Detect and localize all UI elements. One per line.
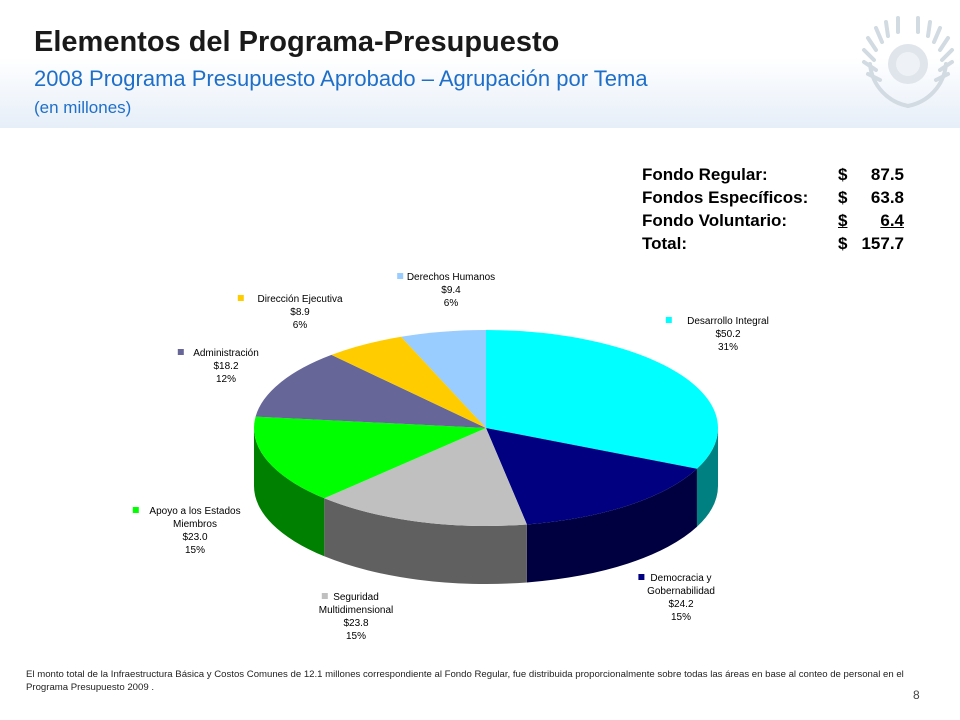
slice-label-percent: 12% [216,374,236,385]
slice-label-name: Miembros [173,519,217,530]
page-subtitle: 2008 Programa Presupuesto Aprobado – Agr… [34,66,648,91]
slice-label-percent: 15% [185,545,205,556]
units-note: (en millones) [34,98,132,117]
slice-label-value: $23.8 [343,618,368,629]
slice-label-name: Desarrollo Integral [687,316,769,327]
slice-label-name: Multidimensional [319,605,393,616]
fund-currency: $ [838,188,848,207]
slice-label-percent: 15% [671,612,691,623]
fund-amount: 87.5 [870,165,904,184]
slice-label-value: $23.0 [182,532,207,543]
pie-slice-side-3 [254,428,325,557]
slice-label-value: $24.2 [668,599,693,610]
fund-label: Fondo Regular: [642,165,768,184]
slice-label-percent: 31% [718,342,738,353]
slice-label-key-1 [638,574,645,580]
fund-amount: 157.7 [861,234,904,253]
pie-slice-side-2 [324,498,527,584]
fund-label: Total: [642,234,688,253]
slice-label-name: Administración [193,348,259,359]
slice-label-key-3 [132,507,139,513]
pie-slice-5 [331,336,486,428]
pie-slice-4 [255,354,486,428]
slice-label-5: Dirección Ejecutiva $8.9 6% [237,294,343,331]
slice-label-value: $9.4 [441,285,461,296]
slice-label-name: Dirección Ejecutiva [257,294,342,305]
pie-slice-0 [486,330,718,469]
fund-row-specific: Fondos Específicos: $ 63.8 [642,188,906,211]
fund-row-regular: Fondo Regular: $ 87.5 [642,165,906,188]
slice-label-value: $18.2 [213,361,238,372]
slice-label-percent: 6% [293,320,308,331]
slice-label-percent: 6% [444,298,459,309]
pie-slice-side-1 [526,468,697,583]
slice-label-value: $8.9 [290,307,310,318]
header-band [0,0,960,128]
pie-slice-side-0 [696,428,718,527]
pie-slice-6 [401,330,486,428]
slice-label-key-2 [321,593,328,599]
slice-label-key-6 [397,273,404,279]
slice-label-0: Desarrollo Integral $50.2 31% [665,316,769,353]
slice-label-name: Apoyo a los Estados [149,506,240,517]
slice-label-4: Administración $18.2 12% [177,348,259,385]
fund-label: Fondo Voluntario: [642,211,788,230]
pie-slice-1 [486,428,697,525]
slice-label-2: Seguridad Multidimensional $23.8 15% [319,592,393,642]
slice-label-1: Democracia y Gobernabilidad $24.2 15% [638,573,715,623]
fund-currency: $ [838,234,848,253]
pie-slice-3 [254,416,486,499]
page-number: 8 [913,688,920,702]
slice-label-name: Derechos Humanos [407,272,495,283]
page-title: Elementos del Programa-Presupuesto [34,26,560,58]
slice-label-name: Seguridad [333,592,379,603]
fund-label: Fondos Específicos: [642,188,809,207]
slice-label-value: $50.2 [715,329,740,340]
slice-label-6: Derechos Humanos $9.4 6% [397,272,495,309]
oas-emblem-icon [862,16,954,108]
slice-label-key-0 [665,317,672,323]
fund-amount: 63.8 [870,188,904,207]
slice-label-key-4 [177,349,184,355]
pie-slice-2 [324,428,527,526]
slice-label-name: Gobernabilidad [647,586,715,597]
fund-currency: $ [838,165,848,184]
fund-row-total: Total: $ 157.7 [642,234,906,257]
fund-currency: $ [838,211,848,230]
fund-summary-table: Fondo Regular: $ 87.5 Fondos Específicos… [642,165,906,257]
slice-label-name: Democracia y [650,573,711,584]
fund-row-voluntary: Fondo Voluntario: $ 6.4 [642,211,906,234]
slice-label-key-5 [237,295,244,301]
footnote: El monto total de la Infraestructura Bás… [26,669,904,693]
slice-label-3: Apoyo a los Estados Miembros $23.0 15% [132,506,241,556]
fund-amount: 6.4 [880,211,904,230]
slice-label-percent: 15% [346,631,366,642]
